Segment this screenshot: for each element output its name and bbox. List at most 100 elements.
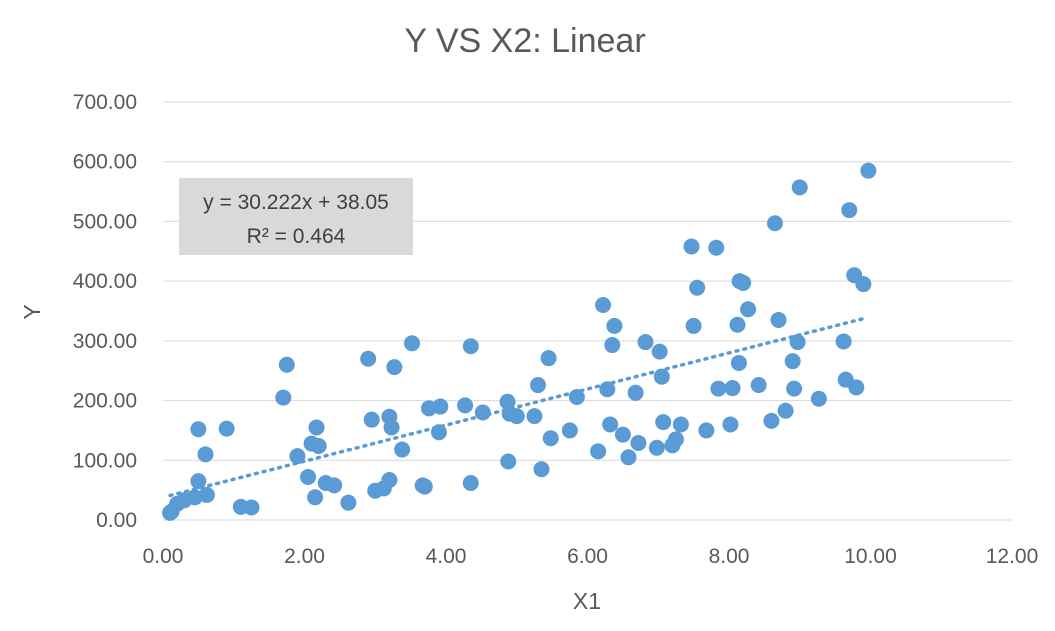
data-point	[190, 421, 207, 438]
data-point	[689, 279, 706, 296]
data-point	[698, 422, 715, 439]
x-tick-label: 12.00	[986, 545, 1039, 568]
data-point	[604, 337, 621, 354]
y-axis-label: Y	[19, 304, 45, 319]
data-point	[841, 202, 858, 219]
data-point	[432, 398, 449, 415]
data-point	[404, 335, 421, 352]
y-tick-label: 300.00	[73, 330, 137, 353]
data-point	[722, 416, 739, 433]
y-tick-label: 500.00	[73, 210, 137, 233]
data-point	[360, 350, 377, 367]
data-point	[766, 215, 783, 232]
data-point	[786, 380, 803, 397]
data-point	[310, 437, 327, 454]
y-tick-label: 400.00	[73, 270, 137, 293]
data-point	[729, 316, 746, 333]
data-points	[162, 162, 877, 521]
data-point	[637, 334, 654, 351]
data-point	[186, 489, 203, 506]
data-point	[190, 473, 207, 490]
y-tick-label: 0.00	[96, 509, 137, 532]
data-point	[430, 424, 447, 441]
data-point	[730, 354, 747, 371]
data-point	[810, 390, 827, 407]
chart-title: Y VS X2: Linear	[404, 22, 645, 60]
data-point	[526, 408, 543, 425]
data-point	[595, 297, 612, 314]
data-point	[561, 422, 578, 439]
x-tick-label: 2.00	[284, 545, 325, 568]
data-point	[627, 384, 644, 401]
data-point	[218, 420, 235, 437]
data-point	[457, 397, 474, 414]
data-point	[848, 379, 865, 396]
x-tick-label: 6.00	[567, 545, 608, 568]
data-point	[620, 449, 637, 466]
data-point	[243, 499, 260, 516]
equation-background	[179, 178, 413, 255]
data-point	[653, 368, 670, 385]
data-point	[648, 439, 665, 456]
data-point	[683, 238, 700, 255]
data-point	[606, 317, 623, 334]
y-tick-label: 100.00	[73, 449, 137, 472]
data-point	[462, 338, 479, 355]
data-point	[500, 453, 517, 470]
data-point	[614, 426, 631, 443]
data-point	[789, 334, 806, 351]
x-axis-ticks: 0.00 2.00 4.00 6.00 8.00 10.00 12.00	[143, 545, 1039, 568]
data-point	[655, 414, 672, 431]
data-point	[363, 411, 380, 428]
data-point	[540, 350, 557, 367]
y-tick-label: 200.00	[73, 390, 137, 413]
data-point	[685, 317, 702, 334]
data-point	[533, 461, 550, 478]
y-axis-ticks: 0.00 100.00 200.00 300.00 400.00 500.00 600.00…	[73, 91, 137, 532]
data-point	[735, 274, 752, 291]
data-point	[667, 431, 684, 448]
data-point	[784, 353, 801, 370]
data-point	[791, 179, 808, 196]
data-point	[499, 393, 516, 410]
data-point	[770, 311, 787, 328]
data-point	[855, 276, 872, 293]
data-point	[300, 469, 317, 486]
data-point	[340, 494, 357, 511]
data-point	[416, 478, 433, 495]
trendline-r-squared: R² = 0.464	[247, 225, 346, 248]
data-point	[708, 239, 725, 256]
data-point	[630, 434, 647, 451]
data-point	[381, 471, 398, 488]
data-point	[275, 389, 292, 406]
data-point	[740, 301, 757, 318]
x-tick-label: 10.00	[844, 545, 897, 568]
y-tick-label: 600.00	[73, 151, 137, 174]
data-point	[386, 359, 403, 376]
data-point	[590, 443, 607, 460]
data-point	[763, 412, 780, 429]
data-point	[542, 430, 559, 447]
trendline-equation: y = 30.222x + 38.05	[203, 191, 389, 214]
x-tick-label: 4.00	[426, 545, 467, 568]
data-point	[651, 343, 668, 360]
data-point	[710, 380, 727, 397]
data-point	[278, 356, 295, 373]
data-point	[394, 441, 411, 458]
data-point	[383, 419, 400, 436]
trendline-layer	[168, 316, 866, 498]
data-point	[308, 419, 325, 436]
data-point	[750, 377, 767, 394]
data-point	[777, 402, 794, 419]
data-point	[307, 489, 324, 506]
data-point	[462, 474, 479, 491]
data-point	[326, 477, 343, 494]
data-point	[474, 404, 491, 421]
data-point	[197, 446, 214, 463]
y-tick-label: 700.00	[73, 91, 137, 114]
x-tick-label: 8.00	[709, 545, 750, 568]
data-point	[508, 408, 525, 425]
data-point	[289, 448, 306, 465]
